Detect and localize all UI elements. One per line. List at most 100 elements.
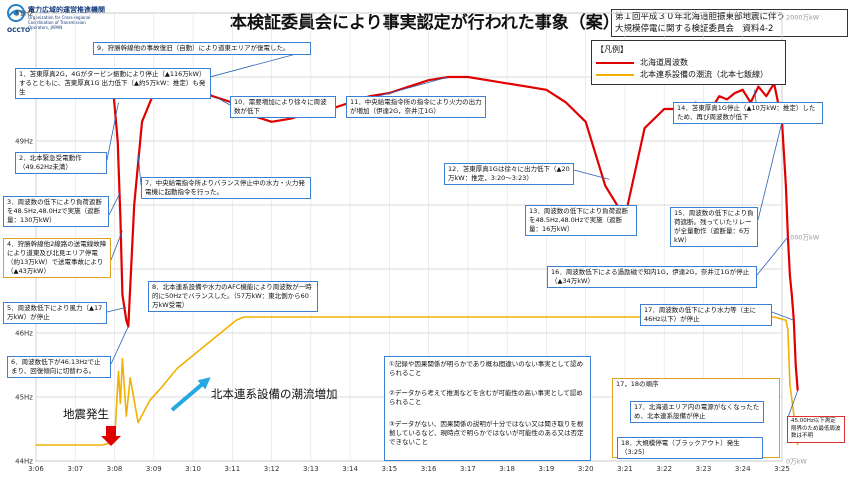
y-tick-label: 49Hz [15, 138, 33, 146]
annotation-4: 4．狩勝幹線他2線路の送電線故障により道東及び北見エリア停電（約13万kW）で送… [3, 238, 111, 278]
frequency-point [506, 83, 508, 84]
document-meta-box: 第１回平成３０年北海道胆振東部地震に伴う 大規模停電に関する検証委員会 資料4-… [611, 9, 848, 37]
leader-line [757, 121, 783, 221]
frequency-point [408, 86, 410, 87]
legend-title: 【凡例】 [596, 45, 628, 54]
frequency-point [212, 95, 214, 97]
frequency-point [125, 319, 127, 321]
y-tick-label: 45Hz [15, 394, 33, 402]
frequency-point [526, 86, 528, 87]
meta-line-2: 大規模停電に関する検証委員会 資料4-2 [615, 24, 774, 34]
frequency-point [789, 275, 791, 276]
chart-overlay [101, 377, 211, 446]
logo-org-name: 電力広域的運営推進機関 [28, 6, 105, 14]
x-tick-label: 3:11 [224, 465, 240, 473]
flow-point [102, 444, 104, 446]
frequency-point [791, 294, 793, 295]
frequency-point [742, 89, 744, 91]
frequency-point [487, 79, 488, 81]
annotation-12: 12．苫東厚真1Gは徐々に出力低下（▲20万kW：推定，3:20～3:23） [444, 163, 574, 185]
annotation-17b: 17．北海道エリア内の電源がなくなったため、北本連系設備が停止 [630, 401, 764, 423]
leader-line [573, 169, 610, 180]
right-tick-label: 1000万kW [786, 234, 820, 242]
frequency-point [290, 118, 292, 119]
flow-point [585, 316, 587, 318]
frequency-point [765, 95, 767, 97]
annotation-13: 13．周波数の低下により負荷遮断を48.5Hz,48.0Hzで実施（遮断量：16… [525, 205, 637, 236]
earthquake-label: 地震発生 [63, 407, 109, 421]
leader-line [137, 153, 142, 186]
flow-point [118, 371, 119, 372]
x-tick-label: 3:06 [28, 465, 44, 473]
logo-org-name-en: Organization for Cross-regional Coordina… [28, 15, 91, 30]
frequency-point [663, 108, 665, 110]
annotation-5: 5．周波数低下により風力（▲17万kW）が停止 [3, 302, 107, 324]
annotation-15: 15．周波数の低下により負荷遮断。残っていたリレーが全量動作（遮断量：6万kW） [670, 207, 758, 247]
annotation-18: 18．大規模停電（ブラックアウト）発生（3:25） [617, 437, 763, 459]
order-title: 17，18の順序 [616, 380, 659, 388]
x-tick-label: 3:22 [656, 465, 672, 473]
right-axis-ticks: 2000万kW 1000万kW 0万kW [786, 14, 820, 466]
flow-point [789, 383, 791, 385]
x-tick-label: 3:08 [107, 465, 123, 473]
frequency-point [758, 86, 759, 87]
right-tick-label: 0万kW [786, 458, 807, 466]
annotation-3: 3．周波数の低下により負荷遮断を48.5Hz,48.0Hzで実施（遮断量：130… [3, 196, 109, 227]
x-tick-label: 3:20 [578, 465, 594, 473]
frequency-point [604, 185, 606, 187]
flow-point [349, 316, 351, 318]
flow-point [428, 316, 430, 318]
occto-logo-mark-icon [7, 4, 25, 22]
frequency-point [785, 185, 787, 187]
x-tick-label: 3:12 [264, 465, 280, 473]
frequency-point [565, 102, 567, 103]
annotation-8: 8．北本連系設備や水力のAFC機能により周波数が一時的に50Hzでバランスした。… [148, 281, 318, 312]
frequency-point [133, 204, 135, 206]
frequency-point [734, 92, 736, 94]
occto-logo: 電力広域的運営推進機関 Organization for Cross-regio… [4, 3, 105, 47]
annotation-6: 6．周波数低下が46.13Hzで止まり、回復傾向に切替わる。 [7, 356, 111, 378]
frequency-point [120, 217, 121, 219]
flow-point [624, 316, 626, 318]
annotation-10: 10．需要増加により徐々に周波数が低下 [230, 96, 336, 118]
flow-point [546, 316, 547, 318]
y-tick-label: 51Hz [15, 10, 33, 18]
x-tick-label: 3:14 [342, 465, 358, 473]
leader-line [108, 192, 121, 216]
x-axis-ticks: 3:06 3:07 3:08 3:09 3:10 3:11 3:12 3:13 3:14 3:15… [28, 465, 790, 473]
flow-point [149, 399, 151, 401]
flow-point [797, 444, 799, 446]
frequency-point [644, 127, 645, 129]
frequency-point [141, 121, 143, 123]
x-tick-label: 3:19 [539, 465, 555, 473]
leader-line [771, 311, 794, 321]
leader-line [110, 230, 123, 261]
flow-point [271, 316, 272, 318]
reliability-level-1: ①記録や因果関係が明らかであり概ね間違いのない事実として認められること [389, 360, 584, 377]
annotation-7: 7．中央給電指令所よりバランス停止中の水力・火力発電機に起動指令を行った。 [141, 177, 311, 199]
blackout-note: 45.00Hz以下測定限界のため最低周波数は不明 [787, 416, 845, 443]
flow-point [224, 329, 225, 331]
legend-swatch-frequency [596, 62, 634, 64]
flow-point [125, 415, 127, 417]
flow-point [506, 316, 508, 318]
x-tick-label: 3:25 [774, 465, 790, 473]
x-tick-label: 3:13 [303, 465, 319, 473]
flow-point [120, 403, 121, 404]
annotation-11: 11．中央給電指令所の指令により火力の出力が増加（伊達2G，奈井江1G） [346, 96, 486, 118]
flow-point [243, 316, 245, 318]
frequency-series-line [36, 75, 799, 391]
annotation-2: 2．北本緊急受電動作（49.62Hz未満） [15, 152, 107, 174]
x-tick-label: 3:16 [421, 465, 437, 473]
x-tick-label: 3:10 [185, 465, 201, 473]
x-tick-label: 3:17 [460, 465, 476, 473]
x-tick-label: 3:07 [67, 465, 83, 473]
reliability-level-2: ②データから考えて推測などを含むが可能性の高い事実として認められること [389, 389, 583, 406]
x-tick-label: 3:15 [382, 465, 398, 473]
frequency-point [795, 364, 797, 366]
flow-point [137, 422, 139, 423]
legend-swatch-flow [596, 74, 634, 76]
flow-point [129, 377, 131, 379]
logo-abbr: OCCTO [7, 27, 31, 34]
leader-line [216, 97, 231, 106]
